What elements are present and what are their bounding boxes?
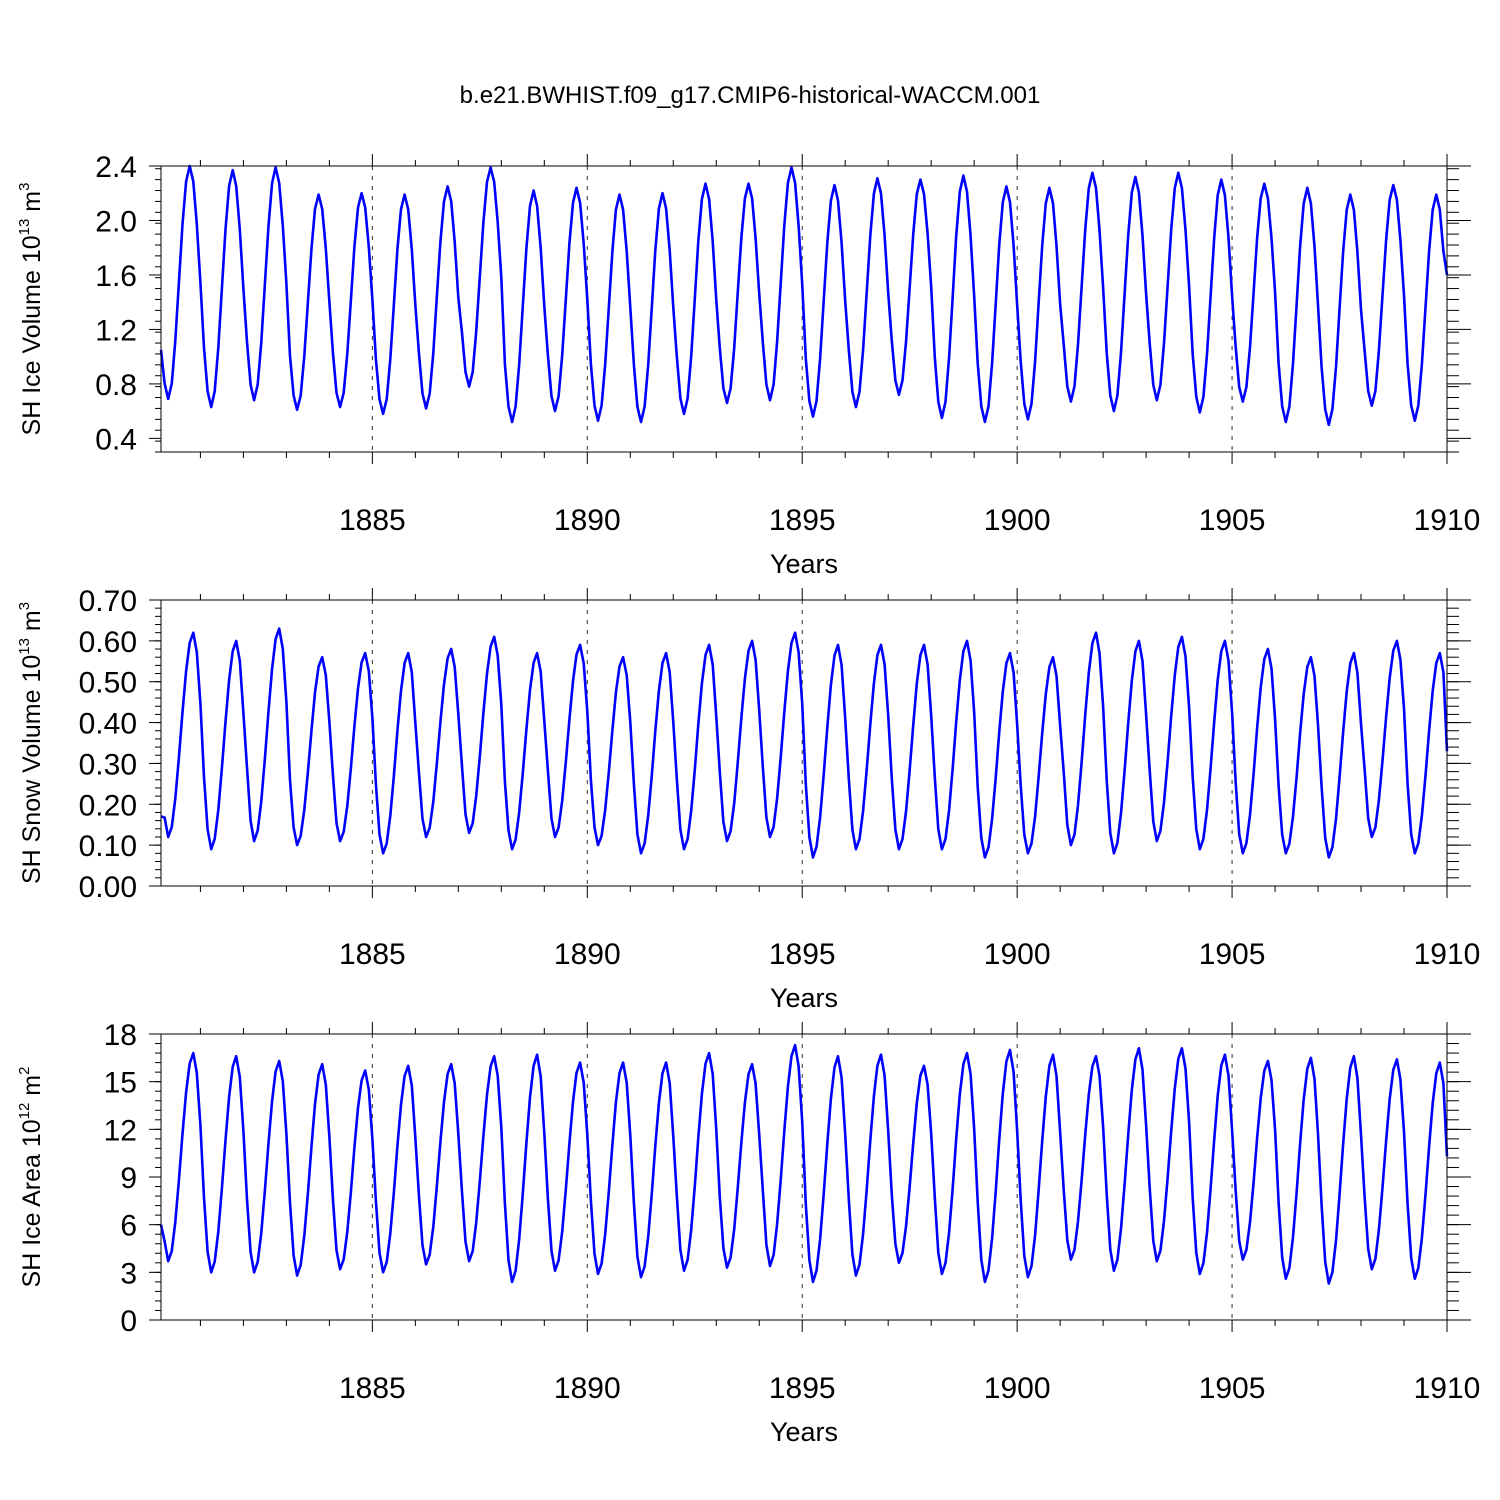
major-ticks (149, 154, 1471, 464)
x-tick-label-1905: 1905 (1199, 938, 1266, 971)
x-tick-label-1910: 1910 (1414, 938, 1481, 971)
y-tick-label-0: 0.00 (79, 871, 137, 904)
x-axis-label: Years (770, 1417, 838, 1447)
x-tick-label-1905: 1905 (1199, 1372, 1266, 1405)
panel-ice-volume: 0.40.81.21.62.02.4 1885 1890 1895 1900 1905 1… (16, 151, 1480, 579)
x-tick-label-1905: 1905 (1199, 504, 1266, 537)
y-tick-label-1: 0.8 (95, 369, 137, 402)
major-ticks (149, 588, 1471, 898)
x-tick-labels: 1885 1890 1895 1900 1905 1910 (339, 504, 1480, 537)
y-tick-labels: 0 3 6 9 12 15 18 (104, 1019, 137, 1338)
y-tick-label-4: 2.0 (95, 205, 137, 238)
panel-ice-area: 0 3 6 9 12 15 18 1885 1890 1895 1900 1905 1910 Year… (16, 1019, 1480, 1447)
x-tick-label-1885: 1885 (339, 504, 406, 537)
y-tick-labels: 0.00 0.10 0.20 0.30 0.40 0.50 0.60 0.70 (79, 585, 137, 904)
panel-snow-volume: 0.00 0.10 0.20 0.30 0.40 0.50 0.60 0.70 1885 189… (16, 585, 1480, 1013)
major-ticks (149, 1022, 1471, 1332)
minor-ticks (155, 160, 1459, 458)
x-tick-label-1900: 1900 (984, 1372, 1051, 1405)
minor-ticks (155, 1028, 1459, 1326)
x-tick-label-1895: 1895 (769, 938, 836, 971)
y-tick-label-0: 0.4 (95, 423, 137, 456)
x-tick-label-1890: 1890 (554, 504, 621, 537)
y-tick-label-2: 6 (120, 1210, 137, 1243)
y-axis-label: SH Ice Volume 1013 m3 (16, 183, 46, 436)
x-tick-label-1900: 1900 (984, 504, 1051, 537)
ice-area-series-line (159, 1043, 1449, 1285)
y-tick-label-7: 0.70 (79, 585, 137, 618)
y-axis-label: SH Ice Area 1012 m2 (16, 1067, 46, 1288)
x-axis-label: Years (770, 549, 838, 579)
x-tick-labels: 1885 1890 1895 1900 1905 1910 (339, 1372, 1480, 1405)
x-tick-label-1885: 1885 (339, 1372, 406, 1405)
y-tick-label-5: 15 (104, 1067, 137, 1100)
x-tick-label-1910: 1910 (1414, 504, 1481, 537)
x-tick-label-1900: 1900 (984, 938, 1051, 971)
y-tick-label-3: 1.6 (95, 260, 137, 293)
plot-frame (160, 599, 1448, 887)
y-axis-label: SH Snow Volume 1013 m3 (16, 602, 46, 884)
y-tick-label-4: 0.40 (79, 708, 137, 741)
y-tick-label-4: 12 (104, 1114, 137, 1147)
x-tick-label-1895: 1895 (769, 1372, 836, 1405)
vertical-gridlines (371, 600, 1233, 886)
plot-frame (160, 1033, 1448, 1321)
y-tick-label-6: 18 (104, 1019, 137, 1052)
x-tick-label-1890: 1890 (554, 938, 621, 971)
y-tick-label-5: 0.50 (79, 667, 137, 700)
y-tick-label-3: 9 (120, 1162, 137, 1195)
x-tick-label-1885: 1885 (339, 938, 406, 971)
x-axis-label: Years (770, 983, 838, 1013)
y-tick-label-2: 0.20 (79, 789, 137, 822)
vertical-gridlines (371, 1034, 1233, 1320)
x-tick-label-1910: 1910 (1414, 1372, 1481, 1405)
snow-volume-series-line (160, 627, 1449, 859)
y-tick-labels: 0.4 0.8 1.2 1.6 2.0 2.4 (95, 151, 137, 456)
x-tick-labels: 1885 1890 1895 1900 1905 1910 (339, 938, 1480, 971)
y-tick-label-0: 0 (120, 1305, 137, 1338)
minor-ticks (155, 594, 1459, 892)
y-tick-label-6: 0.60 (79, 626, 137, 659)
figure-title: b.e21.BWHIST.f09_g17.CMIP6-historical-WA… (460, 82, 1041, 109)
ice-volume-series-line (159, 164, 1449, 427)
y-tick-label-1: 3 (120, 1257, 137, 1290)
x-tick-label-1890: 1890 (554, 1372, 621, 1405)
y-tick-label-5: 2.4 (95, 151, 137, 184)
x-tick-label-1895: 1895 (769, 504, 836, 537)
y-tick-label-2: 1.2 (95, 314, 137, 347)
y-tick-label-1: 0.10 (79, 830, 137, 863)
y-tick-label-3: 0.30 (79, 748, 137, 781)
plot-frame (160, 165, 1448, 453)
